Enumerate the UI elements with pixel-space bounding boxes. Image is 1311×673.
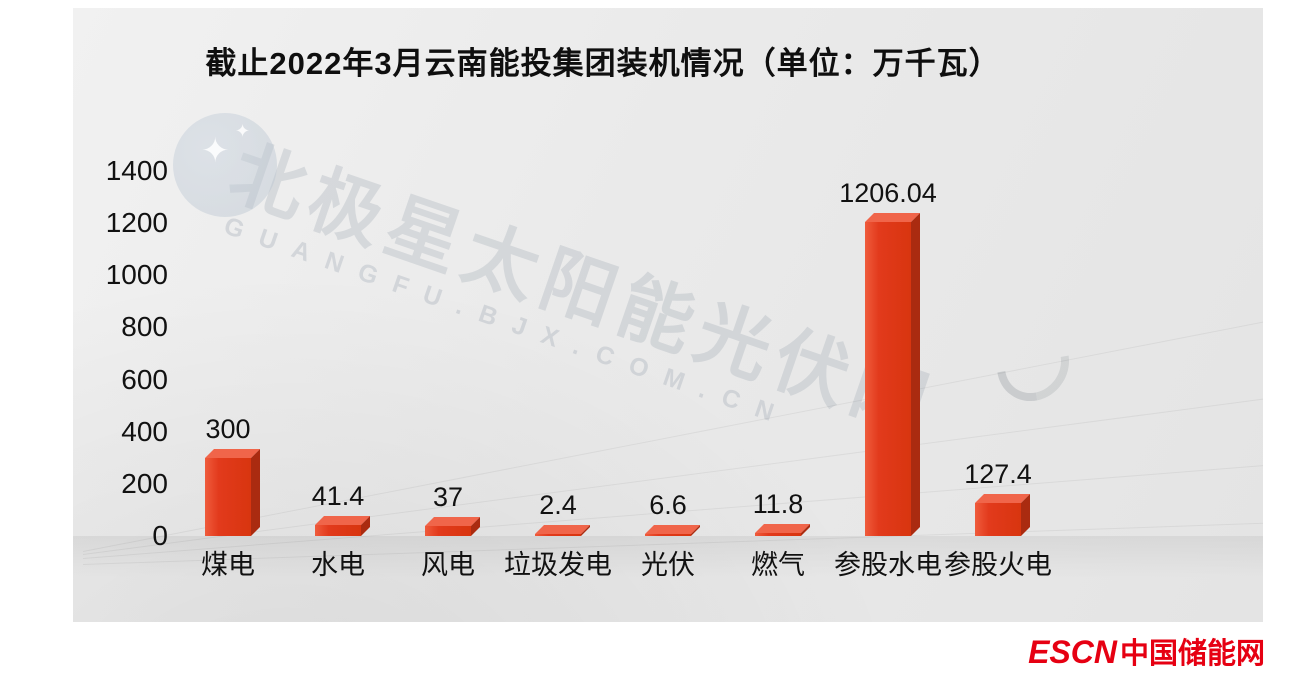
y-tick-label: 1200 — [105, 207, 168, 239]
bar-value-label: 1206.04 — [839, 177, 937, 208]
bar-value-label: 6.6 — [649, 490, 687, 520]
chart-floor — [73, 536, 1263, 596]
escn-logo-text: ESCN — [1028, 634, 1117, 670]
bar-group: 11.8 燃气 — [723, 488, 833, 580]
bar — [755, 532, 801, 536]
bar-group: 300 煤电 — [173, 413, 283, 580]
y-tick-label: 800 — [121, 311, 168, 343]
bar — [645, 534, 691, 536]
bar — [315, 525, 361, 536]
x-category-label: 煤电 — [201, 550, 255, 580]
y-tick-label: 600 — [121, 363, 168, 395]
y-tick-label: 400 — [121, 415, 168, 447]
plot-area: 1400 1200 1000 800 600 400 200 0 300 煤电 41.4 水电 37 风… — [73, 8, 1263, 622]
bar — [865, 221, 911, 536]
bar-group: 2.4 垃圾发电 — [503, 490, 613, 580]
chart-panel: 北极星太阳能光伏网 GUANGFU.BJX.COM.CN ✦ ✦ 截止2022年3… — [73, 8, 1263, 622]
x-category-label: 燃气 — [751, 550, 805, 580]
escn-site-name: 中国储能网 — [1119, 638, 1265, 670]
bar-group: 37 风电 — [393, 482, 503, 580]
y-tick-label: 200 — [121, 467, 168, 499]
bar-value-label: 2.4 — [539, 490, 577, 520]
chart-title: 截止2022年3月云南能投集团装机情况（单位：万千瓦） — [205, 46, 1001, 81]
y-tick-label: 0 — [152, 520, 168, 551]
bar — [425, 526, 471, 536]
bar-value-label: 11.8 — [752, 488, 804, 519]
bar — [535, 534, 581, 536]
bar-value-label: 41.4 — [311, 481, 365, 512]
y-tick-label: 1000 — [105, 259, 168, 291]
bar — [975, 502, 1021, 536]
x-category-label: 垃圾发电 — [504, 550, 612, 580]
bar-value-label: 37 — [432, 482, 464, 513]
bar-group: 127.4 参股火电 — [943, 458, 1053, 580]
bar-group: 1206.04 参股水电 — [833, 177, 943, 580]
bar-value-label: 300 — [205, 413, 251, 444]
bar-group: 6.6 光伏 — [613, 490, 723, 580]
bar-group: 41.4 水电 — [283, 481, 393, 580]
bar-series: 300 煤电 41.4 水电 37 风电 2.4 垃圾发电 6.6 光伏 11.8 燃气 1206.04… — [173, 177, 1053, 580]
x-category-label: 参股火电 — [944, 550, 1052, 580]
x-category-label: 风电 — [421, 550, 475, 580]
bar — [205, 457, 251, 536]
y-tick-label: 1400 — [105, 155, 168, 186]
x-category-label: 参股水电 — [834, 550, 942, 580]
bar-value-label: 127.4 — [964, 458, 1032, 489]
x-category-label: 光伏 — [641, 550, 695, 580]
x-category-label: 水电 — [311, 550, 365, 580]
escn-logo: ESCN 中国储能网 — [1028, 630, 1265, 672]
